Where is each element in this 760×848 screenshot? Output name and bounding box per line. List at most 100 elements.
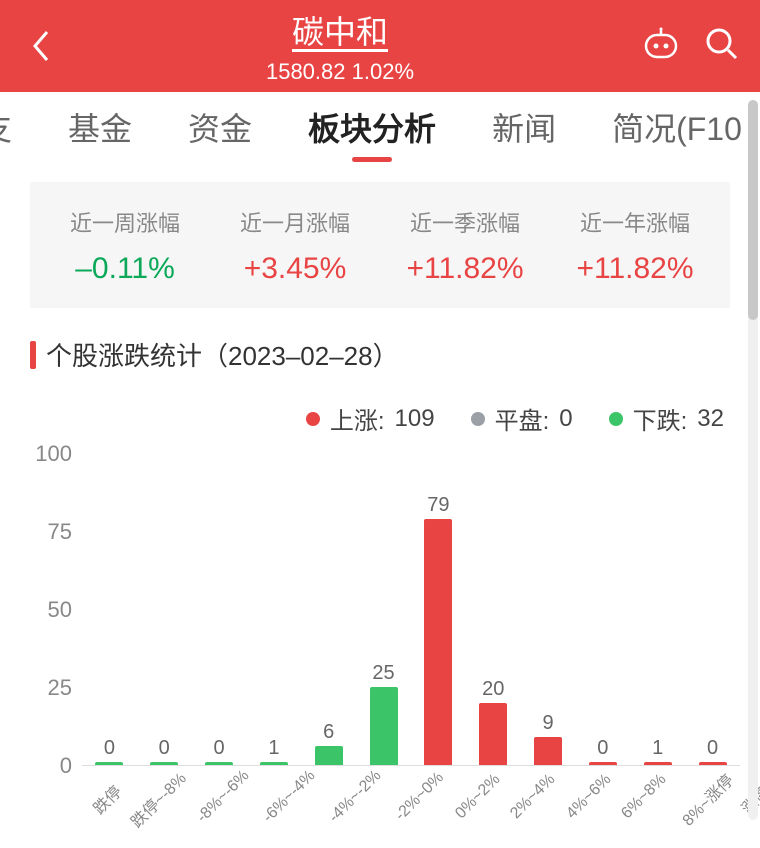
legend-label: 上涨: — [330, 401, 385, 436]
bar — [644, 762, 672, 765]
stock-subinfo: 1580.82 1.02% — [60, 59, 620, 85]
bar-value-label: 0 — [104, 737, 115, 760]
x-label: 4%~6% — [563, 771, 619, 827]
stat-value: +11.82% — [380, 252, 550, 286]
tab-bar: 支 基金 资金 板块分析 新闻 简况(F10 — [0, 92, 760, 162]
legend-label: 平盘: — [495, 401, 550, 436]
legend-value: 109 — [395, 405, 435, 433]
period-stats: 近一周涨幅 –0.11% 近一月涨幅 +3.45% 近一季涨幅 +11.82% … — [30, 182, 730, 308]
bar-slot: 0 — [575, 454, 630, 765]
bar-slot: 0 — [82, 454, 137, 765]
bar — [315, 746, 343, 765]
bar-value-label: 79 — [427, 494, 449, 517]
x-axis: 跌停跌停~-8%-8%~-6%-6%~-4%-4%~-2%-2%~0%0%~2%… — [82, 770, 740, 794]
bar-value-label: 6 — [323, 721, 334, 744]
bar — [95, 762, 123, 765]
x-label: 8%~涨停 — [675, 768, 738, 831]
title-area: 碳中和 1580.82 1.02% — [60, 7, 620, 85]
stat-label: 近一月涨幅 — [210, 206, 380, 238]
header-actions — [620, 26, 740, 67]
y-tick: 50 — [48, 597, 72, 623]
section-title: 个股涨跌统计（2023–02–28） — [46, 336, 399, 373]
bar-value-label: 0 — [597, 737, 608, 760]
y-tick: 25 — [48, 675, 72, 701]
bar — [370, 687, 398, 765]
x-label: -2%~0% — [391, 769, 451, 829]
title-accent-bar — [30, 341, 36, 369]
bar-slot: 79 — [411, 454, 466, 765]
bar-value-label: 0 — [707, 737, 718, 760]
bar-slot: 0 — [685, 454, 740, 765]
robot-icon[interactable] — [642, 27, 680, 66]
bar-value-label: 9 — [542, 712, 553, 735]
stock-change: 1.02% — [352, 59, 414, 84]
legend-down: 下跌: 32 — [609, 401, 724, 436]
bar-slot: 1 — [630, 454, 685, 765]
bar-chart: 0 25 50 75 1 0 0 0 0 0 1 6 25 79 20 9 0 1 0 跌停跌停~-8%-8%~-… — [20, 446, 740, 846]
legend-value: 32 — [697, 405, 724, 433]
chart-legend: 上涨: 109 平盘: 0 下跌: 32 — [0, 401, 724, 436]
tab-item[interactable]: 简况(F10 — [584, 104, 760, 150]
section-header: 个股涨跌统计（2023–02–28） — [30, 336, 730, 373]
y-tick: 100 — [35, 441, 72, 467]
bar-slot: 0 — [192, 454, 247, 765]
stat-label: 近一季涨幅 — [380, 206, 550, 238]
bar-value-label: 1 — [652, 737, 663, 760]
y-axis: 0255075100 — [20, 446, 78, 766]
legend-dot-down — [609, 412, 623, 426]
tab-item[interactable]: 资金 — [160, 104, 280, 150]
header: 碳中和 1580.82 1.02% — [0, 0, 760, 92]
legend-flat: 平盘: 0 — [471, 401, 573, 436]
scrollbar-thumb[interactable] — [748, 100, 758, 320]
stat-week: 近一周涨幅 –0.11% — [40, 206, 210, 286]
chart-plot: 0 0 0 1 6 25 79 20 9 0 1 0 — [82, 454, 740, 766]
bar — [479, 703, 507, 765]
legend-label: 下跌: — [633, 401, 688, 436]
legend-dot-flat — [471, 412, 485, 426]
x-label: 6%~8% — [618, 771, 674, 827]
tab-item-active[interactable]: 板块分析 — [280, 104, 464, 150]
bar-slot: 1 — [246, 454, 301, 765]
bar-value-label: 20 — [482, 678, 504, 701]
x-label: -4%~-2% — [326, 767, 390, 831]
bar-slot: 25 — [356, 454, 411, 765]
stat-year: 近一年涨幅 +11.82% — [550, 206, 720, 286]
stock-price: 1580.82 — [266, 59, 346, 84]
bar — [150, 762, 178, 765]
x-label: 2%~4% — [507, 771, 563, 827]
bar — [589, 762, 617, 765]
x-label: 跌停 — [87, 779, 127, 819]
stat-quarter: 近一季涨幅 +11.82% — [380, 206, 550, 286]
bar — [260, 762, 288, 765]
bar — [424, 519, 452, 765]
stat-label: 近一年涨幅 — [550, 206, 720, 238]
tab-item[interactable]: 基金 — [40, 104, 160, 150]
legend-dot-up — [306, 412, 320, 426]
stat-value: +3.45% — [210, 252, 380, 286]
x-label: 0%~2% — [452, 771, 508, 827]
bar-slot: 6 — [301, 454, 356, 765]
bar — [534, 737, 562, 765]
x-label: -8%~-6% — [194, 767, 258, 831]
stat-value: –0.11% — [40, 252, 210, 286]
tab-item[interactable]: 支 — [0, 104, 40, 150]
tab-item[interactable]: 新闻 — [464, 104, 584, 150]
legend-value: 0 — [559, 405, 572, 433]
y-tick: 75 — [48, 519, 72, 545]
stock-title[interactable]: 碳中和 — [60, 7, 620, 53]
stat-label: 近一周涨幅 — [40, 206, 210, 238]
stat-value: +11.82% — [550, 252, 720, 286]
bar-value-label: 25 — [372, 662, 394, 685]
back-button[interactable] — [20, 28, 60, 64]
x-label: 跌停~-8% — [124, 766, 190, 832]
bar-value-label: 0 — [214, 737, 225, 760]
legend-up: 上涨: 109 — [306, 401, 435, 436]
x-label: -6%~-4% — [260, 767, 324, 831]
bar-slot: 0 — [137, 454, 192, 765]
bar — [205, 762, 233, 765]
bar-slot: 20 — [466, 454, 521, 765]
bar-value-label: 0 — [159, 737, 170, 760]
bar-value-label: 1 — [268, 737, 279, 760]
y-tick: 0 — [60, 753, 72, 779]
search-icon[interactable] — [704, 26, 740, 67]
